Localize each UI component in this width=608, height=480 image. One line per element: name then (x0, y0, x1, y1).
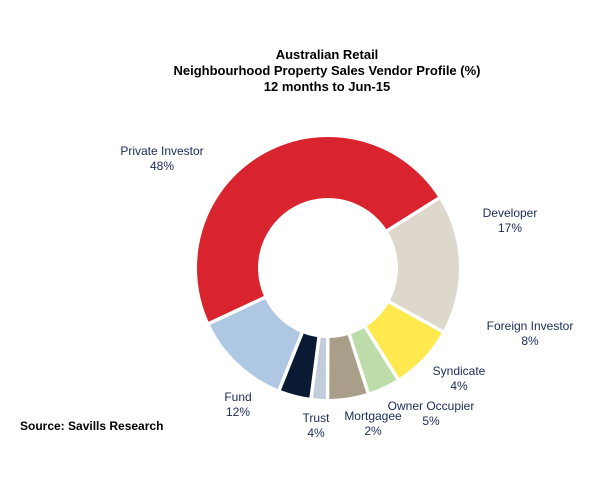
slice-label-private-investor: Private Investor (120, 144, 203, 158)
slice-developer (388, 199, 459, 330)
slice-trust (280, 333, 318, 398)
slice-value-private-investor: 48% (150, 159, 174, 173)
slice-label-owner-occupier: Owner Occupier (388, 399, 475, 413)
slice-mortgagee (312, 337, 327, 399)
slice-value-mortgagee: 2% (364, 424, 382, 438)
chart-title-line-1: Australian Retail (276, 47, 379, 62)
slice-label-developer: Developer (483, 206, 538, 220)
chart-title-line-3: 12 months to Jun-15 (264, 79, 390, 94)
slice-label-trust: Trust (303, 411, 331, 425)
slice-label-mortgagee: Mortgagee (344, 409, 402, 423)
slice-value-fund: 12% (226, 405, 250, 419)
slice-private-investor (196, 136, 438, 322)
slice-value-syndicate: 4% (450, 379, 468, 393)
slice-syndicate (351, 328, 397, 393)
slice-value-foreign-investor: 8% (521, 334, 539, 348)
chart-title-line-2: Neighbourhood Property Sales Vendor Prof… (174, 63, 481, 78)
slice-value-developer: 17% (498, 221, 522, 235)
slice-label-syndicate: Syndicate (433, 364, 486, 378)
slice-fund (210, 299, 301, 389)
chart-title: Australian Retail Neighbourhood Property… (174, 47, 481, 94)
slice-value-owner-occupier: 5% (422, 414, 440, 428)
slice-owner-occupier (329, 335, 367, 399)
donut-slices (196, 136, 459, 399)
slice-label-foreign-investor: Foreign Investor (487, 319, 574, 333)
slice-label-fund: Fund (224, 390, 251, 404)
slice-foreign-investor (366, 303, 442, 378)
slice-value-trust: 4% (307, 426, 325, 440)
source-note: Source: Savills Research (20, 419, 163, 433)
